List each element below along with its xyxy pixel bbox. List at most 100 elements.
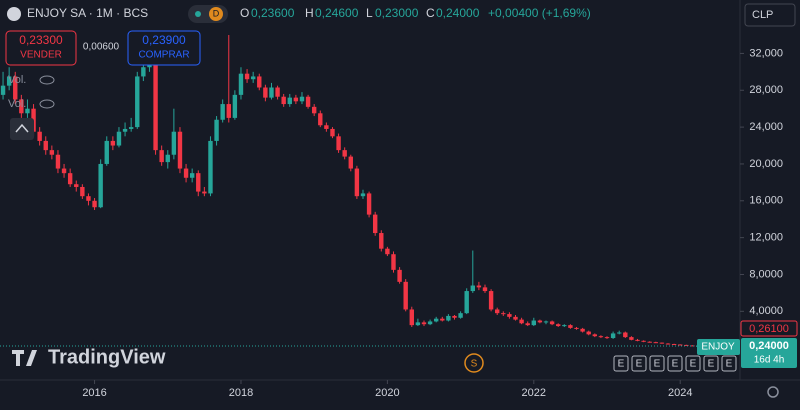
x-tick-label: 2022 xyxy=(522,387,546,399)
x-tick-label: 2024 xyxy=(668,387,692,399)
badge-bg xyxy=(209,7,223,21)
candle-body xyxy=(665,343,671,345)
event-icon-box[interactable] xyxy=(667,355,683,372)
candle-body xyxy=(556,324,561,327)
candle-body xyxy=(446,315,451,321)
candle-body xyxy=(0,85,6,95)
candle-body xyxy=(452,315,457,318)
candle-body xyxy=(214,119,219,141)
x-tick-label: 2016 xyxy=(82,387,106,399)
candle-body xyxy=(153,53,158,151)
candle-body xyxy=(257,76,262,88)
ohlc-label: L xyxy=(366,6,373,20)
event-icon-box[interactable] xyxy=(685,355,701,372)
candle-body xyxy=(220,104,225,120)
candle-body xyxy=(562,325,567,327)
event-marker-ring[interactable] xyxy=(464,353,484,373)
candle-body xyxy=(366,193,372,215)
candle-body xyxy=(244,73,250,80)
candle-body xyxy=(598,336,604,338)
event-icon[interactable]: E xyxy=(708,359,715,370)
collapse-button[interactable] xyxy=(10,118,34,140)
candle-body xyxy=(519,319,524,324)
chevron-up xyxy=(15,123,29,133)
candle-body xyxy=(653,342,659,344)
candle-body xyxy=(629,337,634,340)
event-icon[interactable]: E xyxy=(672,359,679,370)
candle-body xyxy=(330,128,335,137)
candle-body xyxy=(379,233,384,249)
candle-body xyxy=(580,328,585,332)
event-icon[interactable]: E xyxy=(654,359,661,370)
candle-body xyxy=(135,76,140,128)
y-tick-label: 16,000 xyxy=(749,195,783,207)
candle-body xyxy=(391,254,396,270)
candle-body xyxy=(385,248,390,255)
candle-body xyxy=(122,128,128,132)
event-icon-box[interactable] xyxy=(631,355,647,372)
candle-body xyxy=(415,322,421,326)
ohlc-value: 0,24600 xyxy=(315,6,359,20)
candle-body xyxy=(305,96,311,107)
y-tick-label: 32,000 xyxy=(749,47,783,59)
candle-body xyxy=(159,150,164,163)
candle-body xyxy=(586,331,591,335)
event-marker[interactable]: S xyxy=(471,359,478,370)
event-icon-box[interactable] xyxy=(649,355,665,372)
candle-body xyxy=(354,168,360,197)
candle-body xyxy=(604,337,610,339)
buy-price[interactable]: 0,23900 xyxy=(142,33,186,47)
event-icon-box[interactable] xyxy=(721,355,737,372)
high-tag: 0,26100 xyxy=(749,323,789,335)
sell-price[interactable]: 0,23300 xyxy=(19,33,63,47)
candle-body xyxy=(80,186,85,197)
plot-area xyxy=(0,35,740,347)
sell-label[interactable]: VENDER xyxy=(20,50,62,61)
candle-body xyxy=(92,200,97,208)
currency[interactable]: CLP xyxy=(752,9,773,21)
y-tick-label: 8,0000 xyxy=(749,268,783,280)
event-icon[interactable]: E xyxy=(726,359,733,370)
indicator-name[interactable]: Vol. xyxy=(8,98,26,110)
eye-icon[interactable] xyxy=(39,75,55,85)
candle-body xyxy=(49,150,55,155)
candle-body xyxy=(494,309,500,314)
last-tag-box xyxy=(741,338,797,368)
candle-body xyxy=(74,184,79,187)
eye-icon[interactable] xyxy=(39,99,55,109)
candle-body xyxy=(269,87,274,98)
candle-body xyxy=(110,140,116,146)
event-icon[interactable]: E xyxy=(690,359,697,370)
symbol-tag-box xyxy=(697,339,740,355)
candle-body xyxy=(372,214,378,234)
buy-button[interactable] xyxy=(127,30,201,66)
y-tick-label: 28,000 xyxy=(749,84,783,96)
indicator-name[interactable]: Vol. xyxy=(8,74,26,86)
settings-icon[interactable] xyxy=(767,386,779,398)
event-icon-box[interactable] xyxy=(703,355,719,372)
event-icon[interactable]: E xyxy=(636,359,643,370)
brand: TradingView xyxy=(12,346,166,368)
event-icon-box[interactable] xyxy=(613,355,629,372)
buy-label[interactable]: COMPRAR xyxy=(138,50,189,61)
candle-body xyxy=(684,344,689,346)
symbol-logo xyxy=(7,7,21,21)
candle-body xyxy=(397,269,402,282)
candle-body xyxy=(440,318,445,321)
candle-body xyxy=(433,318,439,322)
candle-body xyxy=(287,97,292,105)
candle-body xyxy=(208,140,213,194)
candle-body xyxy=(61,168,67,174)
candle-body xyxy=(336,136,341,151)
ohlc-label: O xyxy=(240,6,249,20)
candle-body xyxy=(238,73,244,95)
candle-body xyxy=(128,127,134,129)
status-dot xyxy=(195,11,201,17)
currency-box[interactable] xyxy=(744,3,796,27)
spread: 0,00600 xyxy=(83,42,120,53)
event-icon[interactable]: E xyxy=(618,359,625,370)
sell-button[interactable] xyxy=(5,30,77,66)
